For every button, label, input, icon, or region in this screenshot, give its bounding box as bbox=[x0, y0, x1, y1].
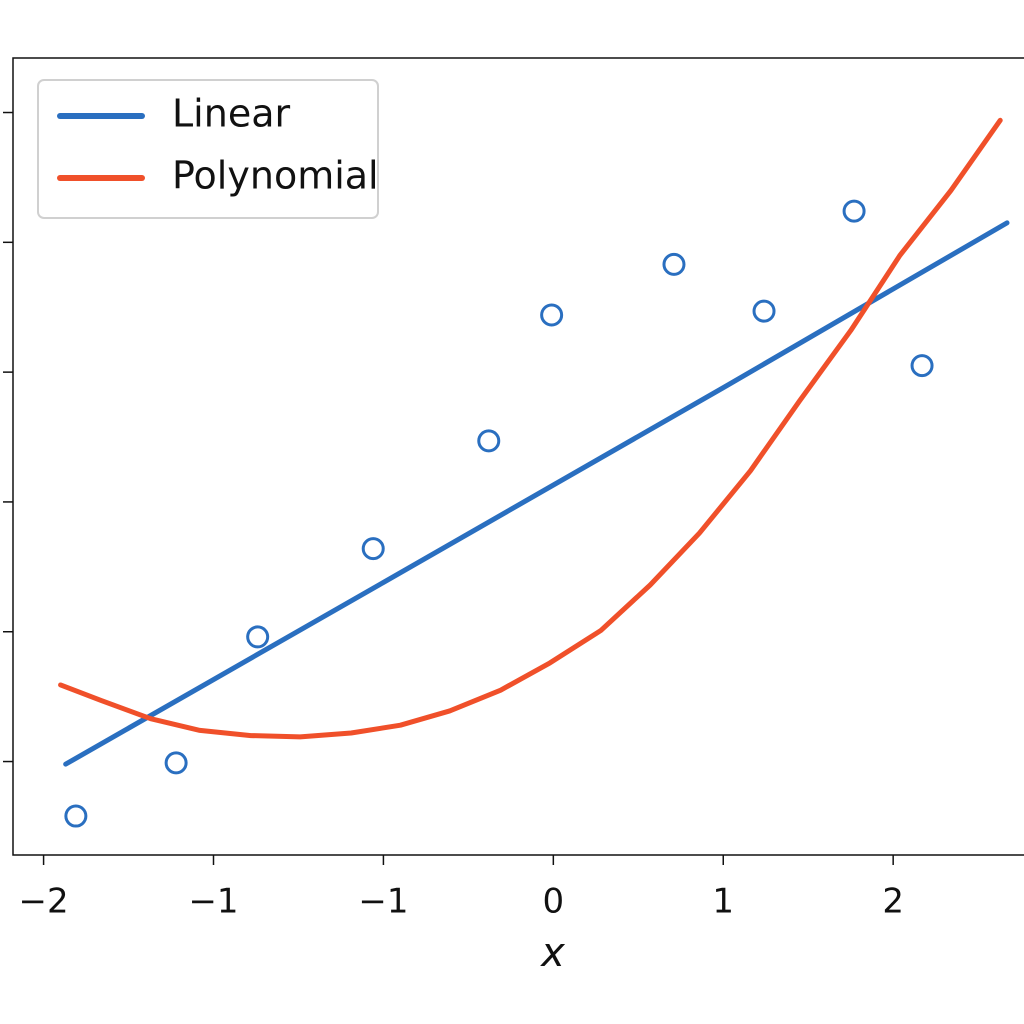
x-axis-label: x bbox=[539, 930, 565, 976]
line-series bbox=[58, 117, 1003, 740]
data-point bbox=[477, 429, 501, 453]
legend-label: Linear bbox=[172, 92, 290, 136]
data-point bbox=[752, 299, 776, 323]
data-point bbox=[64, 804, 88, 828]
x-tick-label: −2 bbox=[19, 882, 69, 922]
x-tick-label: −1 bbox=[358, 882, 408, 922]
data-point bbox=[842, 199, 866, 223]
data-point bbox=[164, 751, 188, 775]
data-point bbox=[246, 625, 270, 649]
x-tick-label: −1 bbox=[188, 882, 238, 922]
plot-frame bbox=[12, 57, 1024, 856]
data-point bbox=[910, 354, 934, 378]
data-point bbox=[540, 303, 564, 327]
x-tick-label: 0 bbox=[543, 882, 565, 922]
legend-label: Polynomial bbox=[172, 154, 379, 198]
x-tick-label: 1 bbox=[712, 882, 734, 922]
x-tick-label: 2 bbox=[882, 882, 904, 922]
data-point bbox=[662, 252, 686, 276]
data-point bbox=[361, 537, 385, 561]
